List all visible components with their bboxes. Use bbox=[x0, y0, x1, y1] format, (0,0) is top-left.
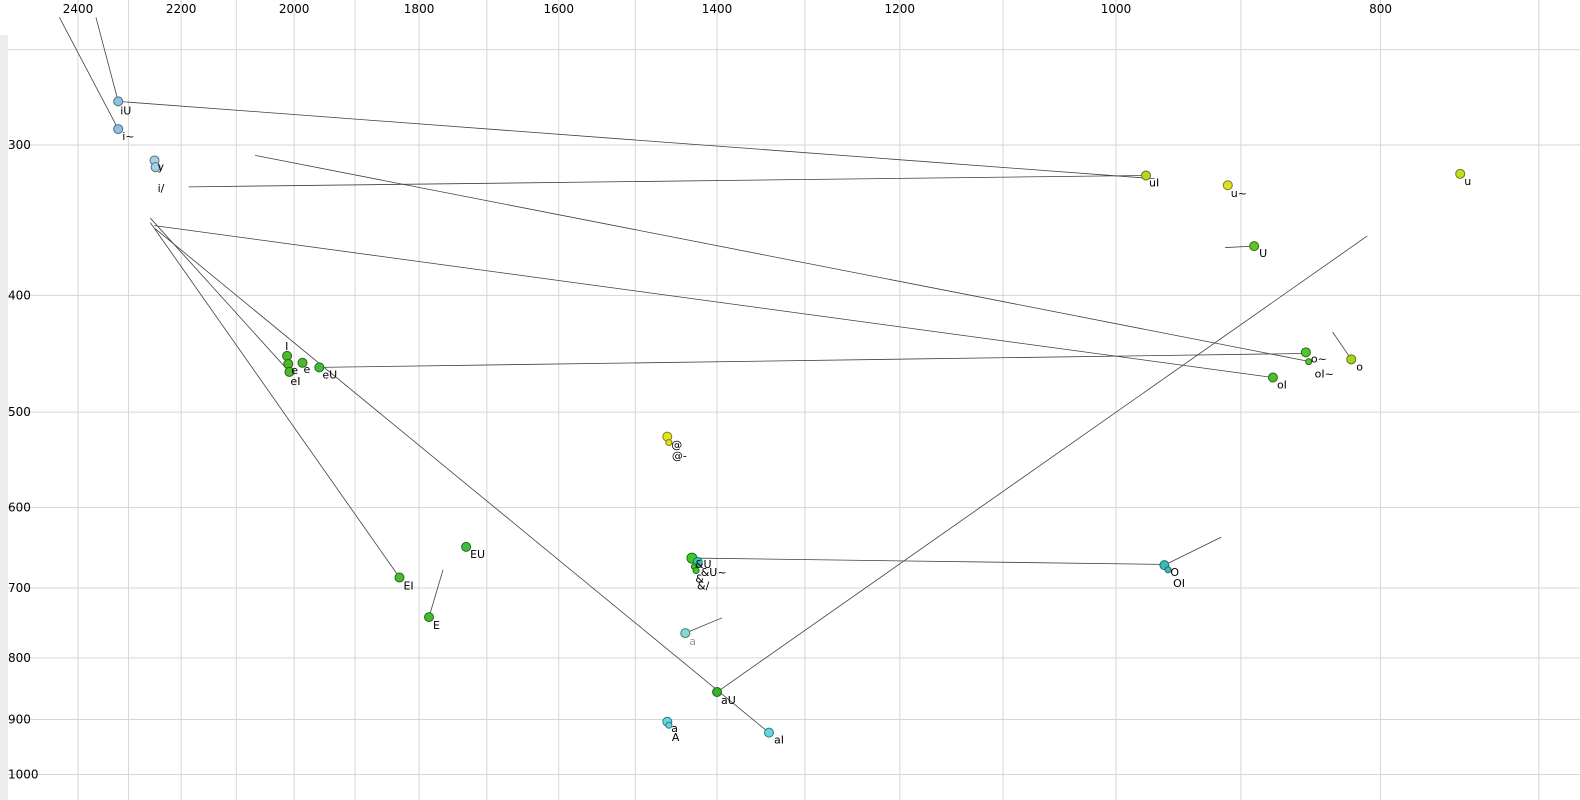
vowel-label-o~: o~ bbox=[1311, 352, 1327, 365]
vowel-label-u: u bbox=[1464, 175, 1471, 188]
y-axis-tick-label-800: 800 bbox=[8, 651, 31, 665]
vowel-point-u bbox=[1455, 168, 1466, 179]
trajectory-segment-4 bbox=[149, 222, 400, 578]
vowel-label-eI: eI bbox=[290, 375, 300, 388]
vowel-point-&/ bbox=[692, 567, 700, 575]
x-axis-tick-label-1400: 1400 bbox=[702, 2, 733, 16]
vowel-label-&U~: &U~ bbox=[701, 566, 727, 579]
vowel-point-o~ bbox=[1300, 347, 1311, 358]
trajectory-segment-2 bbox=[118, 101, 1155, 180]
vowel-point-EU bbox=[461, 541, 472, 552]
vowel-point-uI bbox=[1140, 170, 1151, 181]
vowel-label-oI: oI bbox=[1277, 379, 1287, 392]
vowel-point-eI bbox=[284, 366, 295, 377]
vowel-label-aI: aI bbox=[774, 734, 784, 747]
trajectory-segment-8 bbox=[716, 235, 1368, 693]
vowel-label-&U: &U bbox=[695, 558, 712, 571]
vowel-label-a: a bbox=[671, 722, 678, 735]
x-axis-tick-label-1200: 1200 bbox=[885, 2, 916, 16]
vowel-point-aU bbox=[712, 687, 723, 698]
vowel-label-i/: i/ bbox=[158, 182, 165, 195]
vowel-point-a bbox=[680, 628, 691, 639]
vowel-label-@-: @- bbox=[672, 450, 687, 463]
trajectory-segment-0 bbox=[95, 17, 119, 102]
vowel-point-aI bbox=[763, 727, 774, 738]
vowel-label-@: @ bbox=[671, 439, 682, 452]
trajectory-segment-12 bbox=[685, 617, 723, 634]
trajectory-segment-1 bbox=[59, 17, 119, 130]
vowel-label-oI~: oI~ bbox=[1315, 368, 1334, 381]
vowel-point-o bbox=[1346, 354, 1357, 365]
vowel-point-i~ bbox=[113, 124, 124, 135]
y-axis-tick-label-500: 500 bbox=[8, 405, 31, 419]
vowel-label-o: o bbox=[1356, 360, 1363, 373]
vowel-label-iU: iU bbox=[120, 104, 131, 117]
y-axis-tick-label-1000: 1000 bbox=[8, 768, 39, 782]
x-axis-tick-label-1600: 1600 bbox=[543, 2, 574, 16]
x-axis-tick-label-1000: 1000 bbox=[1101, 2, 1132, 16]
vowel-label-A: A bbox=[672, 731, 680, 744]
vowel-label-&: & bbox=[695, 573, 704, 586]
x-axis-tick-label-2200: 2200 bbox=[166, 2, 197, 16]
x-axis-tick-label-2400: 2400 bbox=[63, 2, 94, 16]
vowel-label-e: e bbox=[303, 363, 310, 376]
vowel-point-iU bbox=[113, 96, 124, 107]
trajectory-segment-11 bbox=[428, 569, 444, 618]
vowel-label-EU: EU bbox=[470, 548, 485, 561]
vowel-point-E bbox=[424, 612, 435, 623]
y-axis-tick-label-600: 600 bbox=[8, 500, 31, 514]
vowel-label-aU: aU bbox=[721, 694, 736, 707]
left-gutter bbox=[0, 35, 8, 800]
vowel-label-i~: i~ bbox=[122, 130, 134, 143]
y-axis-tick-label-700: 700 bbox=[8, 581, 31, 595]
vowel-point-A bbox=[665, 721, 673, 729]
vowel-label-eU: eU bbox=[322, 368, 337, 381]
vowel-point-OI bbox=[1164, 566, 1172, 574]
trajectory-segment-5 bbox=[154, 228, 770, 733]
vowel-label-a: a bbox=[689, 635, 696, 648]
vowel-point-EI bbox=[394, 572, 405, 583]
vowel-point-U bbox=[1249, 241, 1260, 252]
x-axis-tick-label-800: 800 bbox=[1369, 2, 1392, 16]
y-axis-tick-label-400: 400 bbox=[8, 288, 31, 302]
vowel-label-I: I bbox=[285, 340, 288, 353]
trajectory-segment-3 bbox=[188, 175, 1146, 188]
vowel-point-eU bbox=[314, 362, 325, 373]
trajectory-segment-13 bbox=[1332, 331, 1352, 360]
vowel-label-U: U bbox=[1259, 247, 1267, 260]
trajectory-segment-6 bbox=[150, 217, 290, 373]
x-axis-tick-label-1800: 1800 bbox=[404, 2, 435, 16]
trajectory-segment-7 bbox=[319, 353, 1302, 368]
vowel-point-i/ bbox=[150, 162, 161, 173]
y-axis-tick-label-900: 900 bbox=[8, 712, 31, 726]
vowel-label-&/: &/ bbox=[697, 580, 710, 593]
vowel-label-y: y bbox=[158, 160, 165, 173]
vowel-label-u~: u~ bbox=[1231, 187, 1247, 200]
y-axis-tick-label-300: 300 bbox=[8, 138, 31, 152]
vowel-label-uI: uI bbox=[1149, 176, 1159, 189]
x-axis-tick-label-2000: 2000 bbox=[279, 2, 310, 16]
vowel-point-e bbox=[297, 357, 308, 368]
trajectory-segment-15 bbox=[255, 154, 1311, 363]
trajectory-segment-9 bbox=[691, 557, 1161, 565]
vowel-label-O: O bbox=[1170, 566, 1179, 579]
vowel-point-oI~ bbox=[1305, 358, 1313, 366]
vowel-label-EI: EI bbox=[403, 579, 413, 592]
trajectory-segment-16 bbox=[154, 225, 1273, 378]
vowel-point-u~ bbox=[1222, 180, 1233, 191]
vowel-label-E: E bbox=[433, 619, 440, 632]
vowel-point-@- bbox=[665, 439, 673, 447]
vowel-point-oI bbox=[1267, 372, 1278, 383]
vowel-label-OI: OI bbox=[1173, 577, 1185, 590]
trajectory-segment-10 bbox=[1164, 536, 1222, 566]
vowel-label-e: e bbox=[291, 364, 298, 377]
